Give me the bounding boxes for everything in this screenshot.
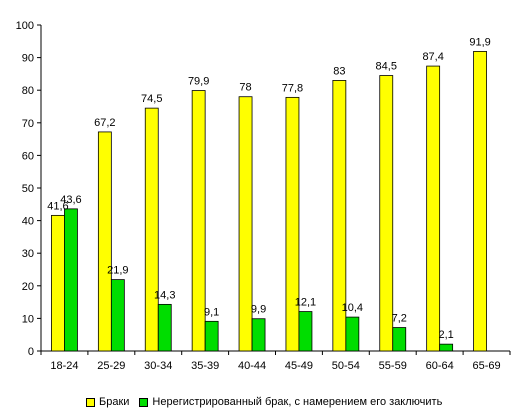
y-tick-label: 0 [28, 346, 34, 358]
bar-marriages [285, 96, 300, 352]
data-label: 84,5 [376, 61, 397, 73]
x-tick-label: 18-24 [50, 360, 78, 372]
legend-item-unregistered: Нерегистрированный брак, с намерением ег… [139, 396, 442, 408]
bar-unregistered [345, 316, 360, 352]
data-label: 21,9 [107, 265, 128, 277]
y-tick-label: 60 [22, 150, 34, 162]
x-tick-label: 40-44 [238, 360, 266, 372]
data-label: 14,3 [154, 289, 175, 301]
x-tick-label: 60-64 [426, 360, 454, 372]
y-tick-label: 90 [22, 53, 34, 65]
data-label: 74,5 [141, 93, 162, 105]
data-label: 78 [239, 82, 251, 94]
bar-marriages [379, 75, 394, 352]
y-tick-label: 100 [16, 20, 34, 32]
legend-item-marriages: Браки [86, 396, 129, 408]
data-label: 9,1 [204, 306, 219, 318]
bar-marriages [191, 90, 206, 352]
y-tick-label: 30 [22, 248, 34, 260]
x-tick-label: 35-39 [191, 360, 219, 372]
y-tick-label: 50 [22, 183, 34, 195]
legend: Браки Нерегистрированный брак, с намерен… [86, 396, 452, 408]
data-label: 91,9 [469, 36, 490, 48]
bar-marriages [97, 131, 112, 352]
y-tick-label: 70 [22, 118, 34, 130]
bar-unregistered [251, 318, 266, 352]
bar-marriages [238, 96, 253, 352]
y-tick-label: 10 [22, 313, 34, 325]
legend-label-unregistered: Нерегистрированный брак, с намерением ег… [152, 396, 443, 408]
x-tick-label: 50-54 [332, 360, 360, 372]
legend-swatch-unregistered [139, 397, 149, 407]
bar-marriages [426, 65, 441, 352]
x-tick-label: 65-69 [472, 360, 500, 372]
bar-unregistered [64, 208, 78, 352]
data-label: 41,6 [47, 200, 68, 212]
bar-unregistered [110, 279, 125, 352]
bar-unregistered [298, 311, 313, 352]
data-label: 67,2 [94, 117, 115, 129]
y-tick-label: 40 [22, 216, 34, 228]
data-label: 7,2 [392, 313, 407, 325]
x-tick-label: 25-29 [97, 360, 125, 372]
legend-label-marriages: Браки [99, 396, 130, 408]
data-label: 83 [333, 65, 345, 77]
bar-marriages [332, 80, 347, 352]
y-tick-label: 80 [22, 85, 34, 97]
data-label: 43,6 [60, 194, 81, 206]
bar-marriages [473, 51, 487, 352]
data-label: 2,1 [439, 329, 454, 341]
bar-unregistered [204, 320, 219, 352]
bar-unregistered [392, 327, 407, 352]
data-label: 12,1 [295, 297, 316, 309]
x-tick-label: 55-59 [379, 360, 407, 372]
data-label: 9,9 [251, 304, 266, 316]
legend-swatch-marriages [86, 397, 95, 407]
bar-chart: 0 10 20 30 40 50 60 70 80 90 100 18-24 25-29 30-34 35-… [16, 20, 511, 372]
bar-unregistered [157, 303, 172, 352]
bar-unregistered [439, 343, 454, 352]
x-tick-label: 45-49 [285, 360, 313, 372]
data-label: 10,4 [342, 302, 363, 314]
bar-marriages [144, 107, 159, 352]
bar-marriages [51, 214, 65, 352]
data-label: 77,8 [282, 82, 303, 94]
data-label: 87,4 [422, 51, 443, 63]
x-tick-label: 30-34 [144, 360, 172, 372]
y-tick-label: 20 [22, 281, 34, 293]
data-label: 79,9 [188, 76, 209, 88]
